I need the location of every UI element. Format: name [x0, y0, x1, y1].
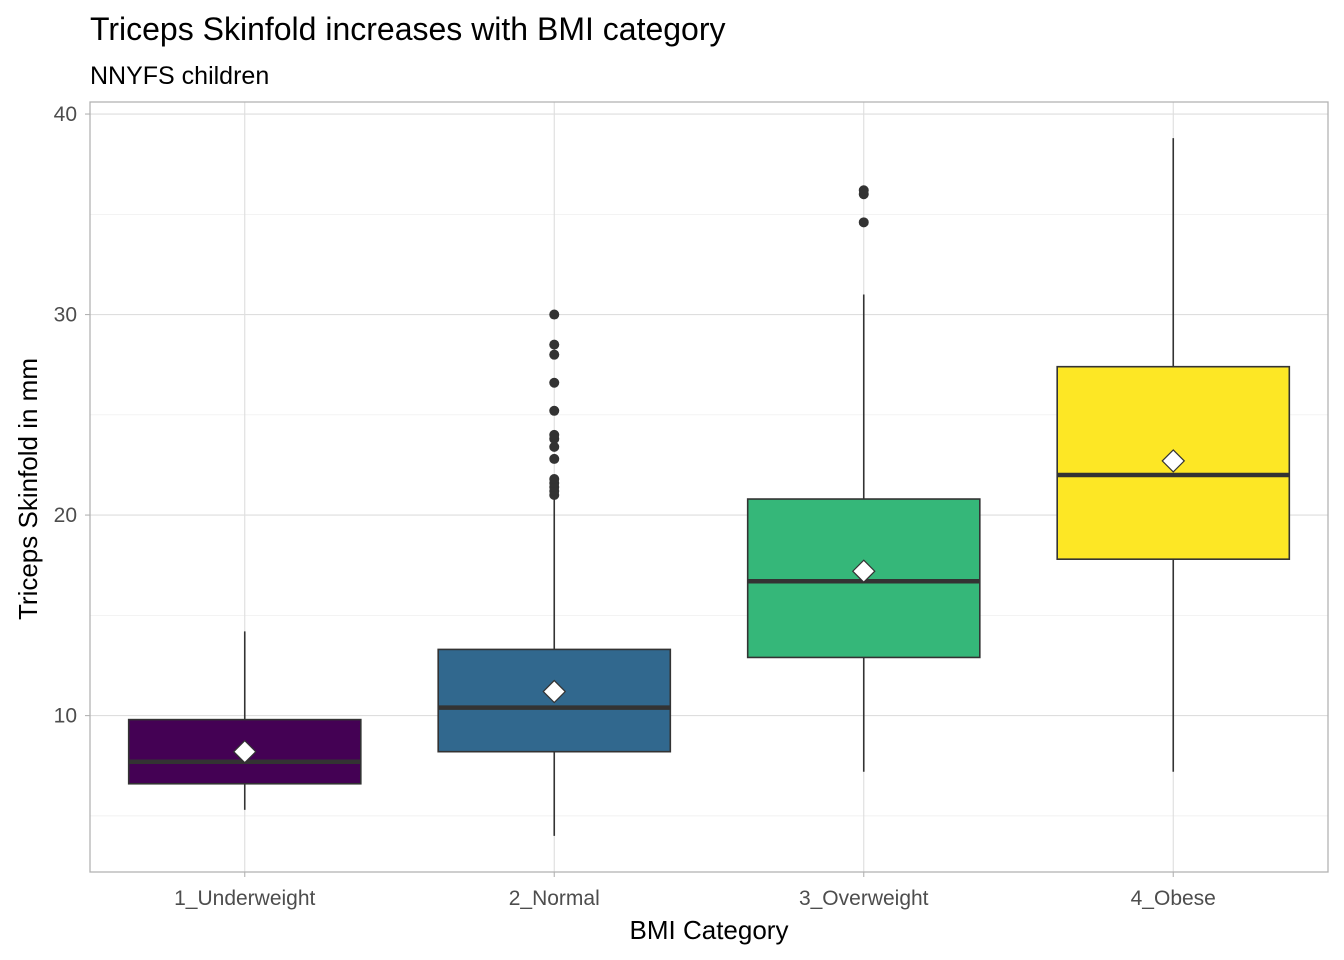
axes: 10 20 30 40 1_Underweight 2_Normal 3_Overweigh…	[54, 103, 1216, 910]
y-tick-label: 10	[54, 705, 77, 728]
outlier-point	[549, 473, 560, 484]
mean-marker	[232, 739, 257, 764]
outlier-point	[549, 349, 560, 360]
outlier-point	[858, 185, 869, 196]
box-4	[1056, 138, 1291, 772]
outlier-point	[549, 309, 560, 320]
box-series	[127, 138, 1291, 836]
x-tick-label: 2_Normal	[509, 887, 600, 910]
chart-title: Triceps Skinfold increases with BMI cate…	[90, 11, 726, 47]
y-tick-label: 40	[54, 103, 77, 126]
plot-panel	[89, 101, 1329, 873]
outlier-point	[549, 405, 560, 416]
outlier-point	[549, 377, 560, 388]
y-tick-label: 20	[54, 504, 77, 527]
chart-subtitle: NNYFS children	[90, 62, 269, 90]
x-tick-label: 4_Obese	[1131, 887, 1216, 910]
outlier-point	[549, 339, 560, 350]
x-tick-label: 1_Underweight	[174, 887, 315, 910]
box-2	[437, 309, 672, 836]
mean-marker	[1161, 449, 1186, 473]
mean-marker	[542, 679, 567, 704]
x-tick-label: 3_Overweight	[799, 887, 929, 910]
outlier-point	[549, 453, 560, 464]
outlier-point	[858, 217, 869, 228]
outlier-point	[549, 441, 560, 452]
outlier-point	[549, 429, 560, 440]
box-1	[127, 631, 362, 810]
y-axis-title: Triceps Skinfold in mm	[13, 358, 43, 620]
x-axis-title: BMI Category	[630, 915, 789, 945]
mean-marker	[851, 559, 876, 584]
box-3	[746, 185, 981, 772]
y-tick-label: 30	[54, 304, 77, 327]
